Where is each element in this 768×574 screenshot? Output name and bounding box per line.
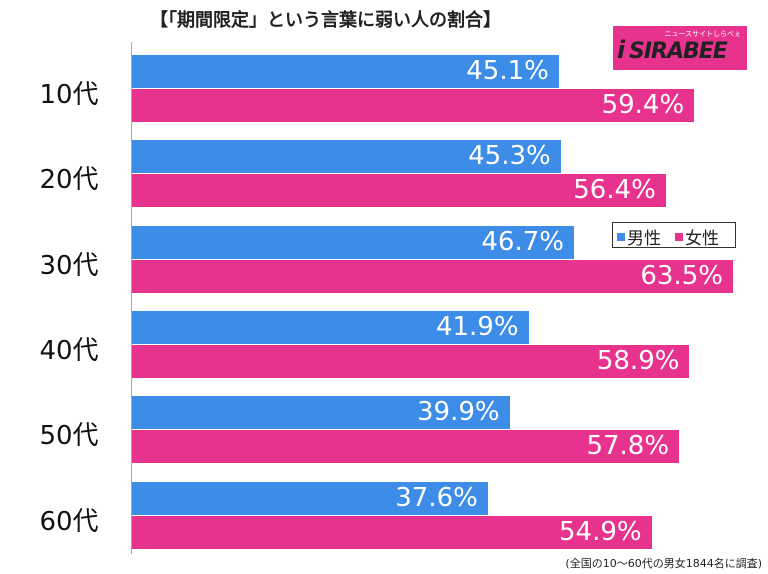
category-label: 60代: [39, 506, 99, 537]
legend-label-male: 男性: [627, 229, 661, 249]
legend-label-female: 女性: [685, 229, 719, 249]
bar-female: 63.5%: [132, 259, 733, 293]
bar-male: 46.7%: [132, 225, 574, 259]
bar-value-label: 46.7%: [481, 226, 564, 257]
bar-male: 45.3%: [132, 140, 561, 174]
bar-female: 54.9%: [132, 515, 652, 549]
bar-male: 37.6%: [132, 481, 488, 515]
logo-letter: i: [617, 36, 626, 64]
bar-female: 58.9%: [132, 344, 690, 378]
category-label: 30代: [39, 250, 99, 281]
legend-item-female: 女性: [675, 224, 719, 249]
bar-female: 59.4%: [132, 89, 695, 122]
category-label: 10代: [39, 80, 99, 110]
category-label: 20代: [39, 165, 99, 196]
legend-swatch-female: [675, 233, 683, 241]
bar-value-label: 63.5%: [640, 260, 723, 291]
bar-value-label: 54.9%: [558, 516, 642, 547]
legend: 男性 女性: [612, 222, 736, 249]
bar-male: 41.9%: [132, 310, 529, 344]
bar-value-label: 39.9%: [417, 397, 500, 428]
bar-value-label: 59.4%: [601, 90, 685, 120]
bar-value-label: 37.6%: [395, 482, 478, 513]
sirabee-logo: ニュースサイトしらべぇ i SIRABEE: [613, 26, 747, 70]
logo-wordmark: SIRABEE: [629, 39, 728, 64]
y-axis-line: [131, 42, 132, 554]
chart-title: 【「期間限定」という言葉に弱い人の割合】: [150, 10, 501, 31]
bar-value-label: 56.4%: [573, 175, 656, 206]
bar-male: 39.9%: [132, 396, 510, 430]
category-label: 40代: [39, 335, 99, 366]
bar-female: 56.4%: [132, 174, 666, 208]
legend-item-male: 男性: [617, 224, 661, 249]
bar-value-label: 58.9%: [596, 345, 680, 376]
bar-value-label: 41.9%: [435, 311, 519, 342]
bar-male: 45.1%: [132, 55, 559, 88]
bar-female: 57.8%: [132, 430, 680, 464]
bar-value-label: 45.3%: [468, 141, 551, 172]
bar-value-label: 57.8%: [586, 431, 670, 462]
category-label: 50代: [39, 421, 99, 452]
footnote: (全国の10〜60代の男女1844名に調査): [565, 557, 762, 570]
logo-tagline: ニュースサイトしらべぇ: [664, 30, 741, 38]
bar-value-label: 45.1%: [466, 56, 549, 86]
legend-swatch-male: [617, 233, 625, 241]
